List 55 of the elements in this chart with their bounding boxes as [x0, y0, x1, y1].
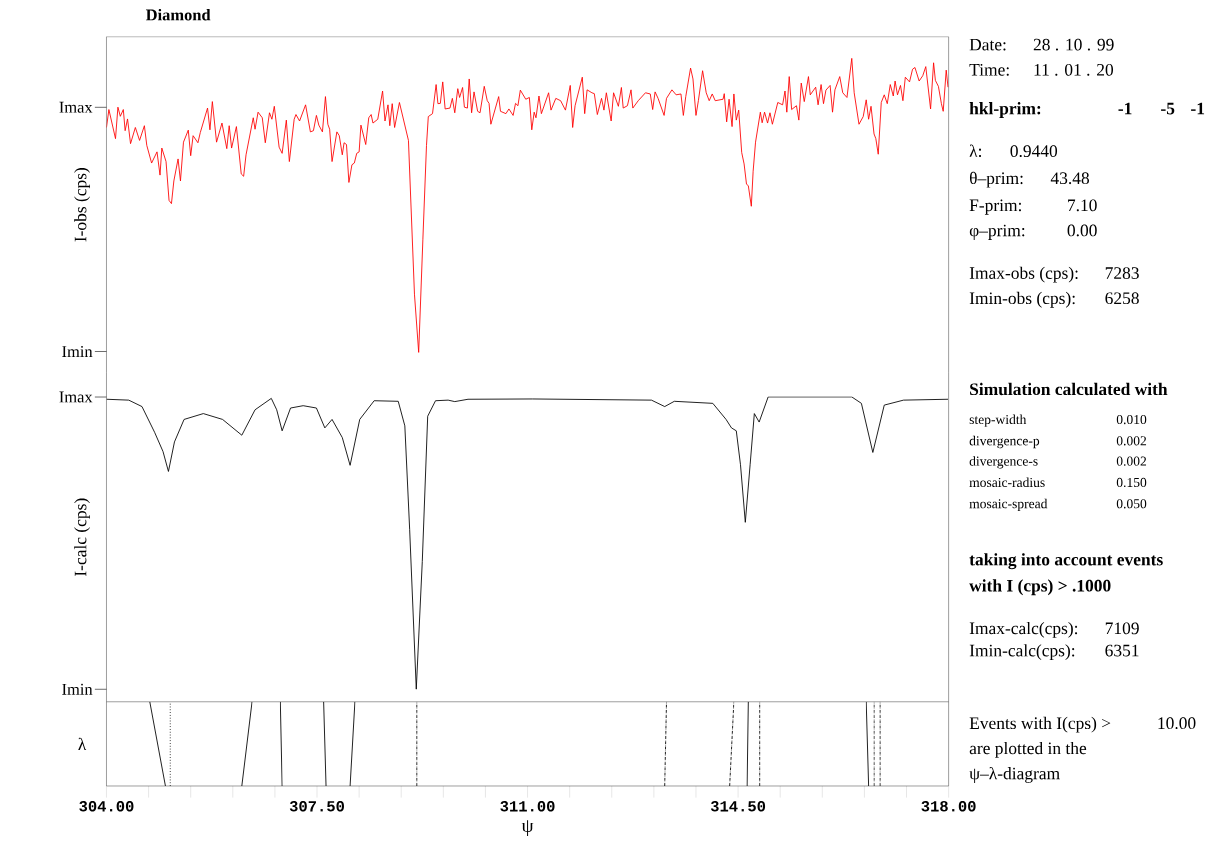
text: -1	[1118, 102, 1132, 115]
text: 28 . 10 . 99	[1033, 38, 1114, 51]
text: mosaic-radius	[969, 477, 1045, 488]
text: 6351	[1105, 644, 1139, 657]
text: Imin	[62, 683, 93, 695]
chart-title: Diamond	[145, 9, 211, 21]
text: divergence-p	[969, 435, 1040, 449]
y-axis-title: I-calc (cps)	[74, 498, 90, 577]
x-tick-label: 311.00	[500, 801, 555, 812]
text: 0.00	[1067, 224, 1097, 237]
text: ψ–λ-diagram	[969, 767, 1060, 784]
text: λ:	[969, 144, 982, 158]
text: -1	[1191, 102, 1205, 115]
y-axis-title: I-obs (cps)	[74, 168, 90, 242]
text: Imax	[59, 101, 93, 113]
text: 0.002	[1116, 436, 1147, 446]
text: Imax	[59, 391, 93, 403]
text: 7109	[1105, 622, 1139, 635]
text: Events with I(cps) >	[969, 716, 1111, 733]
y-axis-title: λ	[78, 737, 87, 751]
text: -5	[1161, 102, 1175, 115]
text: 43.48	[1050, 172, 1090, 185]
text: with I (cps) > .1000	[969, 579, 1111, 596]
text: Time:	[969, 64, 1009, 76]
text: φ–prim:	[969, 224, 1025, 240]
text: Imax-obs (cps):	[969, 266, 1078, 283]
text: 10.00	[1158, 717, 1196, 730]
text: mosaic-spread	[969, 498, 1048, 512]
text: 0.150	[1116, 477, 1147, 488]
x-axis-title: ψ	[521, 820, 534, 837]
text: Date:	[969, 39, 1006, 51]
text: taking into account events	[969, 553, 1163, 570]
text: F-prim:	[969, 199, 1021, 215]
text: θ–prim:	[969, 171, 1023, 188]
text: Imin-obs (cps):	[969, 291, 1075, 308]
text: 7283	[1105, 267, 1139, 280]
text: 0.010	[1116, 415, 1147, 425]
text: 6258	[1105, 292, 1139, 305]
text: divergence-s	[969, 456, 1038, 469]
text: 0.050	[1116, 499, 1147, 509]
x-tick-label: 318.00	[921, 801, 976, 812]
text: hkl-prim:	[969, 102, 1041, 119]
text: Imin-calc(cps):	[969, 644, 1075, 661]
text: Simulation calculated with	[970, 382, 1168, 396]
text: Imin	[62, 346, 93, 358]
text: 0.9440	[1010, 145, 1058, 158]
x-tick-label: 304.00	[79, 801, 134, 812]
text: step-width	[969, 414, 1027, 427]
x-tick-label: 314.50	[710, 801, 766, 812]
x-tick-label: 307.50	[289, 801, 344, 812]
text: are plotted in the	[969, 742, 1087, 758]
text: 11 . 01 . 20	[1034, 64, 1114, 76]
text: 7.10	[1068, 199, 1097, 212]
text: Imax-calc(cps):	[969, 622, 1078, 638]
text: 0.002	[1116, 456, 1147, 466]
